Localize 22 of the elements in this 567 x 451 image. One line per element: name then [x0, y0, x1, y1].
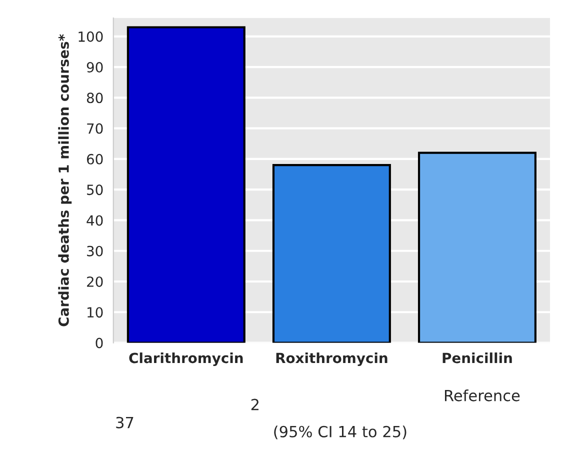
x-tick-label: Clarithromycin: [129, 352, 243, 366]
x-tick-label: Roxithromycin: [276, 352, 388, 366]
y-tick-label: 70: [87, 123, 103, 134]
bar: [272, 164, 391, 343]
bar: [126, 26, 246, 343]
y-tick-label: 50: [87, 184, 103, 196]
y-tick-label: 20: [87, 276, 103, 287]
y-tick-label: 10: [88, 307, 103, 318]
y-tick-label: 100: [78, 31, 103, 42]
text: 37: [116, 416, 134, 428]
bar: [418, 152, 536, 343]
y-tick-label: 90: [86, 62, 103, 73]
y-tick-label: 80: [86, 92, 103, 104]
y-tick-label: 30: [87, 246, 103, 256]
y-tick-label: 40: [86, 215, 103, 226]
y-tick-label: 60: [86, 154, 103, 164]
y-tick-label: 0: [96, 338, 103, 348]
y-axis-title: Cardiac deaths per 1 million courses*: [58, 34, 72, 326]
text: 2: [251, 398, 258, 410]
x-tick-label: Penicillin: [442, 352, 512, 364]
text: Reference: [444, 389, 520, 402]
text: (95% CI 14 to 25): [274, 426, 406, 440]
